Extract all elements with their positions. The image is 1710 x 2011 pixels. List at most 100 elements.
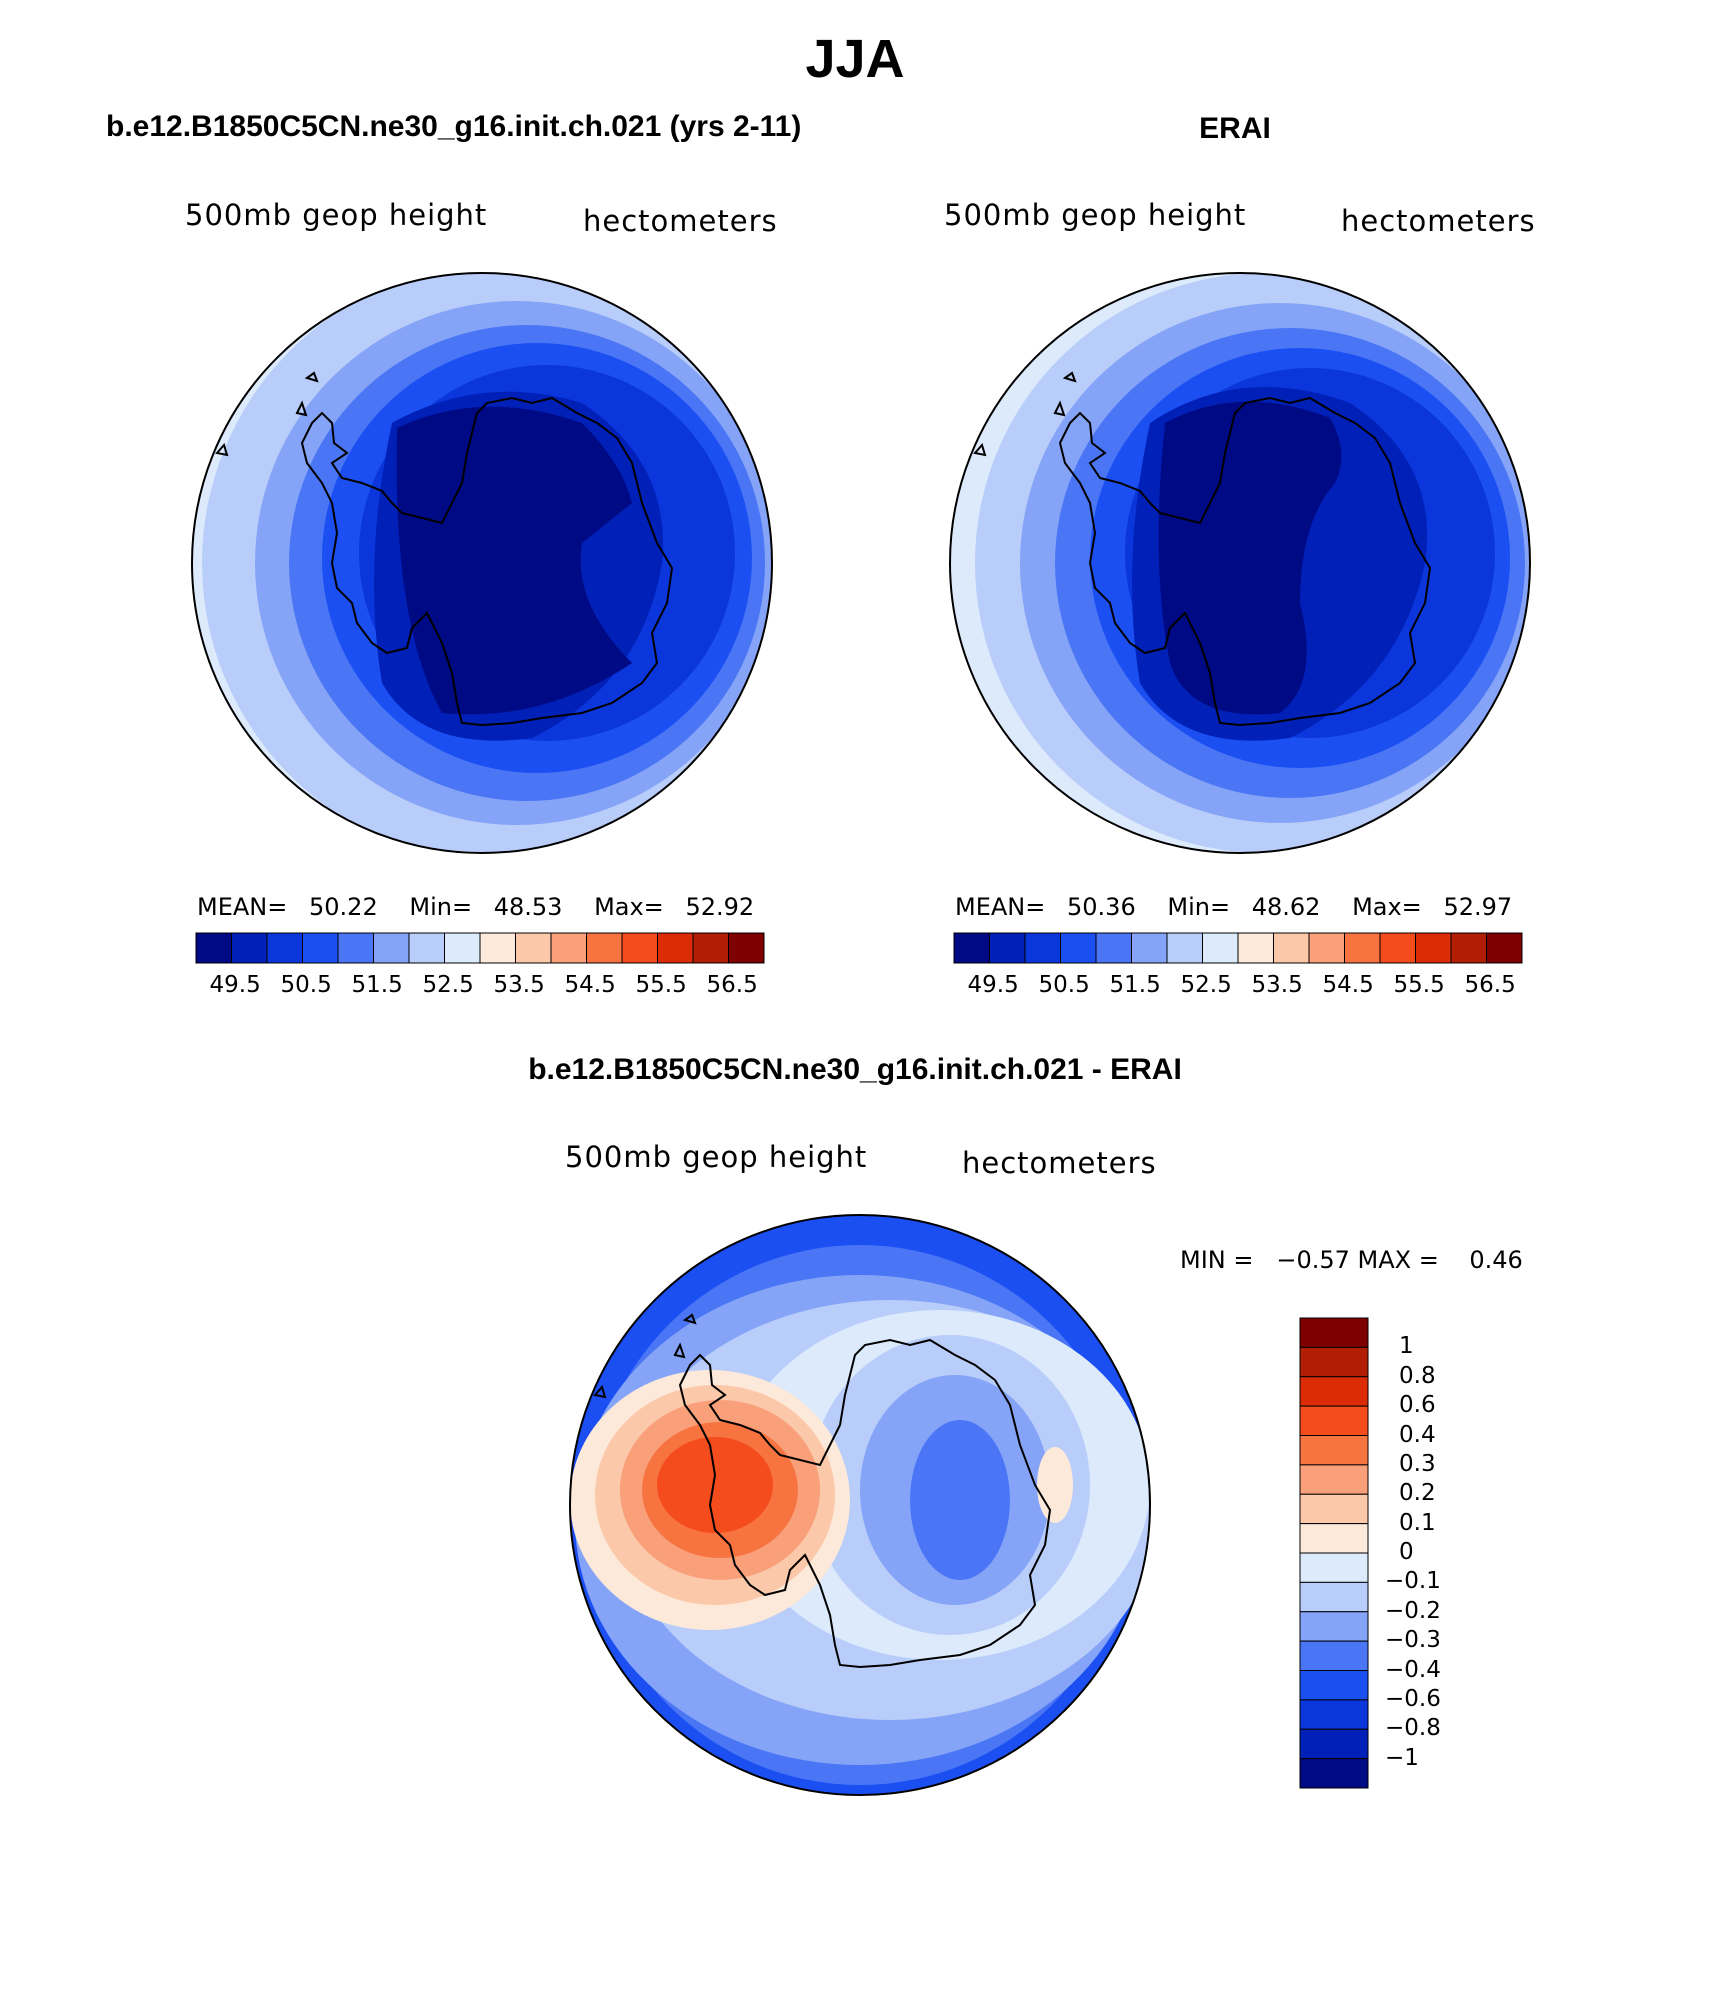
obs-colorbar-tick-label: 53.5: [1251, 972, 1303, 998]
obs-polar-map: [949, 272, 1531, 854]
diff-colorbar-tick-label: −0.3: [1385, 1627, 1441, 1654]
diff-colorbar-box: [1299, 1758, 1369, 1789]
model-stats: MEAN= 50.22 Min= 48.53 Max= 52.92: [197, 893, 754, 921]
obs-colorbar-box: [1060, 932, 1097, 964]
model-max-value: 52.92: [685, 893, 755, 921]
diff-colorbar-box: [1299, 1523, 1369, 1554]
model-colorbar-box: [586, 932, 623, 964]
model-colorbar-tick-label: 52.5: [422, 972, 474, 998]
diff-variable-label: 500mb geop height: [565, 1140, 868, 1174]
model-mean-label: MEAN=: [197, 893, 288, 921]
obs-colorbar-box: [1237, 932, 1274, 964]
model-variable-label: 500mb geop height: [185, 198, 488, 232]
obs-colorbar-box: [1450, 932, 1487, 964]
obs-colorbar-box: [1202, 932, 1239, 964]
model-colorbar-box: [302, 932, 339, 964]
obs-colorbar-box: [1344, 932, 1381, 964]
diff-colorbar-labels: 1 0.8 0.6 0.4 0.3 0.2 0.1 0 −0.1 −0.2 −0.3 −0.4 −0.6…: [1385, 1318, 1505, 1788]
diff-colorbar-tick-label: −0.1: [1385, 1568, 1441, 1595]
obs-colorbar-box: [1379, 932, 1416, 964]
diff-colorbar-tick-label: 0: [1399, 1539, 1414, 1565]
page-title: JJA: [805, 29, 905, 89]
model-polar-map: [191, 272, 773, 854]
diff-colorbar-box: [1299, 1464, 1369, 1495]
obs-colorbar: [953, 932, 1523, 964]
diff-colorbar-box: [1299, 1493, 1369, 1525]
diff-colorbar-tick-label: −0.4: [1385, 1656, 1441, 1683]
obs-max-value: 52.97: [1443, 893, 1513, 921]
diff-colorbar-box: [1299, 1728, 1369, 1760]
obs-colorbar-tick-label: 49.5: [967, 972, 1019, 998]
obs-mean-value: 50.36: [1067, 893, 1136, 921]
model-mean-value: 50.22: [309, 893, 378, 921]
diff-colorbar-tick-label: 0.8: [1399, 1362, 1436, 1389]
diff-colorbar-box: [1299, 1376, 1369, 1407]
diff-units-label: hectometers: [962, 1146, 1157, 1180]
obs-panel-title: ERAI: [1199, 112, 1271, 145]
model-colorbar-tick-label: 53.5: [493, 972, 545, 998]
obs-colorbar-tick-label: 55.5: [1393, 972, 1445, 998]
obs-colorbar-box: [1415, 932, 1452, 964]
model-colorbar-box: [515, 932, 552, 964]
obs-colorbar-box: [1131, 932, 1168, 964]
model-colorbar-box: [550, 932, 587, 964]
diff-colorbar-box: [1299, 1317, 1369, 1348]
diff-colorbar-box: [1299, 1640, 1369, 1671]
obs-colorbar-box: [1486, 932, 1523, 964]
obs-colorbar-box: [989, 932, 1026, 964]
obs-min-value: 48.62: [1251, 893, 1321, 921]
diff-colorbar-box: [1299, 1435, 1369, 1466]
diff-colorbar-box: [1299, 1611, 1369, 1642]
obs-colorbar-labels: 49.5 50.5 51.5 52.5 53.5 54.5 55.5 56.5: [954, 972, 1522, 1002]
diff-colorbar: [1299, 1317, 1369, 1789]
obs-stats: MEAN= 50.36 Min= 48.62 Max= 52.97: [955, 893, 1512, 921]
obs-colorbar-box: [1308, 932, 1345, 964]
diff-colorbar-box: [1299, 1699, 1369, 1730]
obs-colorbar-tick-label: 56.5: [1464, 972, 1516, 998]
diff-colorbar-tick-label: −1: [1385, 1744, 1419, 1771]
obs-colorbar-box: [1166, 932, 1203, 964]
model-colorbar-tick-label: 54.5: [564, 972, 616, 998]
model-max-label: Max=: [594, 893, 664, 921]
model-colorbar-box: [195, 932, 232, 964]
diff-colorbar-tick-label: 0.4: [1399, 1421, 1436, 1448]
model-colorbar-box: [479, 932, 516, 964]
model-min-value: 48.53: [493, 893, 563, 921]
obs-colorbar-box: [1095, 932, 1132, 964]
model-colorbar-box: [408, 932, 445, 964]
obs-colorbar-tick-label: 52.5: [1180, 972, 1232, 998]
model-colorbar-box: [444, 932, 481, 964]
model-colorbar-box: [266, 932, 303, 964]
model-colorbar-tick-label: 50.5: [280, 972, 332, 998]
obs-colorbar-box: [1024, 932, 1061, 964]
diff-colorbar-tick-label: −0.6: [1385, 1685, 1441, 1712]
diff-polar-map: [569, 1214, 1151, 1796]
diff-colorbar-tick-label: 0.3: [1399, 1450, 1436, 1477]
obs-colorbar-box: [1273, 932, 1310, 964]
diff-colorbar-box: [1299, 1670, 1369, 1701]
obs-colorbar-tick-label: 51.5: [1109, 972, 1161, 998]
obs-mean-label: MEAN=: [955, 893, 1046, 921]
diff-colorbar-tick-label: 0.6: [1399, 1392, 1436, 1419]
model-panel-title: b.e12.B1850C5CN.ne30_g16.init.ch.021 (yr…: [106, 110, 802, 143]
diff-colorbar-tick-label: 1: [1399, 1333, 1414, 1360]
diff-colorbar-tick-label: 0.2: [1399, 1480, 1436, 1507]
model-colorbar-tick-label: 55.5: [635, 972, 687, 998]
obs-colorbar-tick-label: 50.5: [1038, 972, 1090, 998]
model-colorbar-tick-label: 49.5: [209, 972, 261, 998]
diff-panel-title: b.e12.B1850C5CN.ne30_g16.init.ch.021 - E…: [528, 1053, 1182, 1086]
obs-max-label: Max=: [1352, 893, 1422, 921]
model-units-label: hectometers: [583, 204, 778, 238]
model-min-label: Min=: [409, 893, 473, 921]
obs-colorbar-box: [953, 932, 990, 964]
obs-min-label: Min=: [1167, 893, 1231, 921]
diff-colorbar-box: [1299, 1346, 1369, 1378]
model-colorbar-tick-label: 56.5: [706, 972, 758, 998]
diff-minmax: MIN = −0.57 MAX = 0.46: [1180, 1246, 1523, 1274]
model-colorbar: [195, 932, 765, 964]
diff-colorbar-tick-label: 0.1: [1399, 1509, 1436, 1536]
model-colorbar-box: [231, 932, 268, 964]
model-colorbar-box: [692, 932, 729, 964]
model-colorbar-box: [657, 932, 694, 964]
diff-colorbar-tick-label: −0.8: [1385, 1715, 1441, 1742]
